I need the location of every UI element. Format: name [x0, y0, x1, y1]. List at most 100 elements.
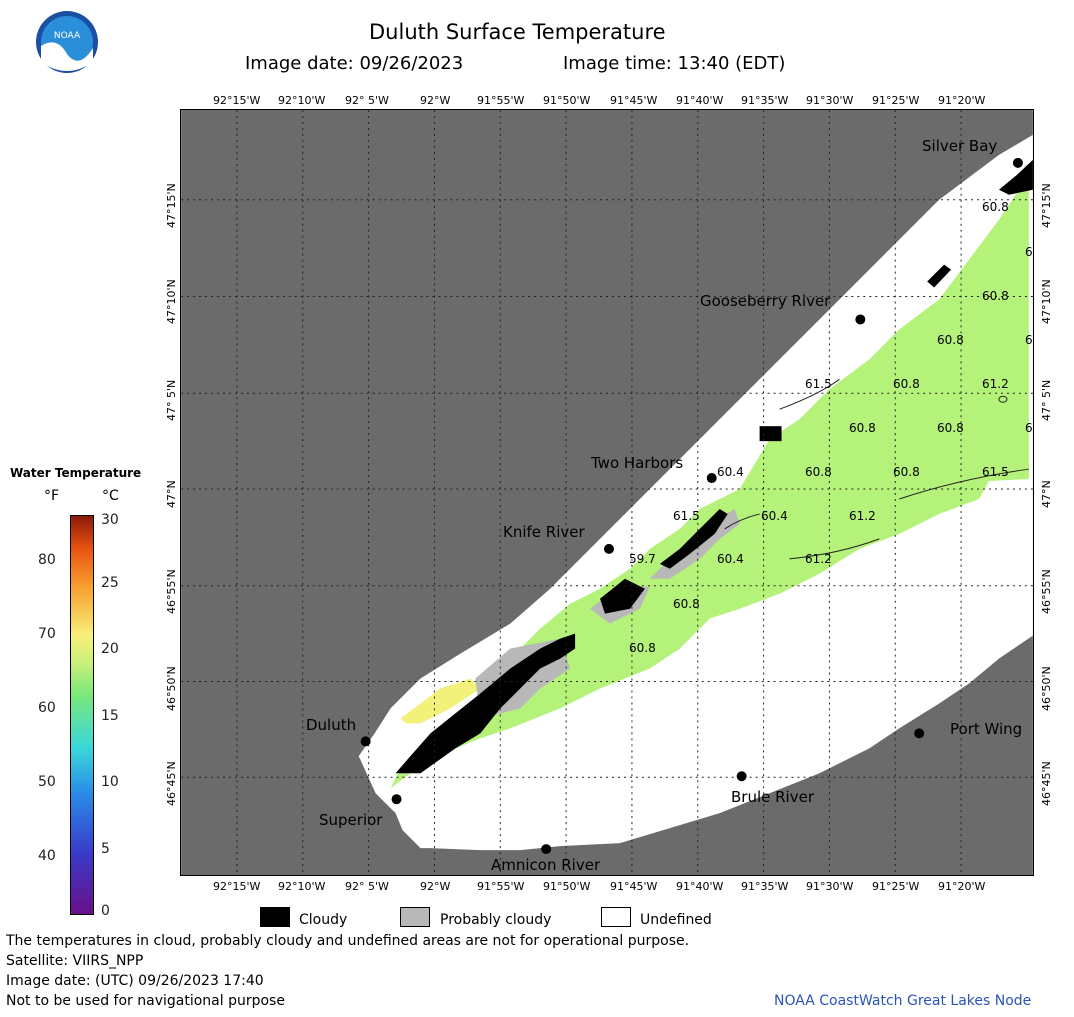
satellite-text: Satellite: VIIRS_NPP	[6, 953, 144, 969]
legend-c-tick: 10	[101, 774, 119, 790]
lat-label-right: 47° 5'N	[1040, 379, 1053, 421]
temp-value: 59.7	[629, 552, 656, 566]
temp-value: 61.5	[805, 377, 832, 391]
lon-label-top: 92°15'W	[213, 94, 261, 107]
utc-date-text: Image date: (UTC) 09/26/2023 17:40	[6, 973, 264, 989]
temp-value: 6	[1025, 245, 1033, 259]
place-dot-duluth	[360, 736, 371, 747]
lon-label-top: 91°40'W	[676, 94, 724, 107]
lon-label-bottom: 91°50'W	[543, 880, 591, 893]
temp-value: 61.5	[673, 509, 700, 523]
temp-value: 61.2	[805, 552, 832, 566]
legend-c-tick: 20	[101, 641, 119, 657]
legend-f-tick: 40	[38, 848, 56, 864]
place-dot-port-wing	[914, 728, 925, 739]
lon-label-top: 92°W	[420, 94, 451, 107]
legend-f-tick: 80	[38, 552, 56, 568]
undefined-swatch	[601, 907, 631, 927]
temp-value: 61.2	[982, 377, 1009, 391]
temp-value: 60.4	[717, 552, 744, 566]
place-label-knife-river: Knife River	[503, 523, 585, 541]
temp-value: 60.8	[893, 377, 920, 391]
lon-label-bottom: 91°55'W	[477, 880, 525, 893]
temperature-map	[180, 109, 1034, 876]
temp-value: 61.2	[849, 509, 876, 523]
undefined-label: Undefined	[640, 912, 712, 928]
noaa-logo-icon: NOAA	[36, 11, 98, 73]
probably-cloudy-label: Probably cloudy	[440, 912, 552, 928]
page-title: Duluth Surface Temperature	[369, 20, 666, 44]
legend-unit-f: °F	[44, 488, 60, 504]
lon-label-bottom: 91°35'W	[741, 880, 789, 893]
place-label-duluth: Duluth	[306, 716, 357, 734]
cloud-region	[998, 159, 1033, 195]
legend-c-tick: 25	[101, 575, 119, 591]
lat-label-left: 47°N	[165, 480, 178, 508]
cloud-region	[759, 426, 782, 442]
lat-label-right: 46°55'N	[1040, 569, 1053, 614]
temp-value: 60.4	[717, 465, 744, 479]
lon-label-top: 92°10'W	[278, 94, 326, 107]
legend-c-tick: 30	[101, 512, 119, 528]
lon-label-top: 91°25'W	[872, 94, 920, 107]
disclaimer-text: The temperatures in cloud, probably clou…	[6, 933, 690, 949]
temp-value: 6	[1025, 333, 1033, 347]
temp-value: 60.8	[673, 597, 700, 611]
place-label-amnicon-river: Amnicon River	[491, 856, 601, 874]
legend-f-tick: 50	[38, 774, 56, 790]
lat-label-right: 46°45'N	[1040, 761, 1053, 806]
temp-value: 60.8	[893, 465, 920, 479]
lat-label-left: 47°15'N	[165, 183, 178, 228]
lon-label-bottom: 91°25'W	[872, 880, 920, 893]
image-date-header: Image date: 09/26/2023	[245, 53, 464, 74]
lon-label-bottom: 91°30'W	[806, 880, 854, 893]
lon-label-top: 92° 5'W	[345, 94, 389, 107]
place-label-gooseberry-river: Gooseberry River	[700, 292, 831, 310]
warm-water-region	[390, 174, 1029, 789]
cloudy-swatch	[260, 907, 290, 927]
temp-value: 60.8	[849, 421, 876, 435]
legend-title: Water Temperature	[10, 466, 142, 480]
legend-f-tick: 70	[38, 626, 56, 642]
lat-label-right: 47°N	[1040, 480, 1053, 508]
cloud-region	[600, 578, 645, 614]
lon-label-bottom: 92° 5'W	[345, 880, 389, 893]
noaa-credit-link[interactable]: NOAA CoastWatch Great Lakes Node	[774, 993, 1032, 1009]
cloud-region	[927, 264, 952, 288]
cloud-region	[659, 508, 728, 569]
lon-label-bottom: 91°45'W	[610, 880, 658, 893]
place-label-brule-river: Brule River	[731, 788, 814, 806]
temp-value: 60.8	[982, 289, 1009, 303]
place-dot-two-harbors	[706, 473, 717, 484]
legend-c-tick: 0	[101, 903, 110, 919]
legend-c-tick: 15	[101, 708, 119, 724]
place-label-silver-bay: Silver Bay	[922, 137, 998, 155]
cloud-region	[395, 633, 576, 774]
legend-f-tick: 60	[38, 700, 56, 716]
place-dot-knife-river	[604, 543, 614, 554]
lon-label-top: 91°45'W	[610, 94, 658, 107]
lon-label-top: 91°30'W	[806, 94, 854, 107]
probably-cloudy-swatch	[400, 907, 430, 927]
temp-value: 6	[1025, 421, 1033, 435]
warm-coastal-strip	[400, 678, 481, 724]
place-label-two-harbors: Two Harbors	[591, 454, 684, 472]
lon-label-bottom: 91°40'W	[676, 880, 724, 893]
temp-value: 60.8	[982, 200, 1009, 214]
lat-label-left: 47° 5'N	[165, 379, 178, 421]
place-dot-amnicon-river	[541, 844, 552, 855]
svg-text:NOAA: NOAA	[54, 31, 81, 41]
temp-value: 60.8	[629, 641, 656, 655]
lon-label-top: 91°50'W	[543, 94, 591, 107]
lat-label-right: 46°50'N	[1040, 666, 1053, 711]
place-dot-silver-bay	[1012, 157, 1023, 168]
lon-label-top: 91°35'W	[741, 94, 789, 107]
lon-label-top: 91°55'W	[477, 94, 525, 107]
lon-label-bottom: 92°15'W	[213, 880, 261, 893]
cloudy-label: Cloudy	[299, 912, 348, 928]
lon-label-bottom: 91°20'W	[938, 880, 986, 893]
navigation-disclaimer: Not to be used for navigational purpose	[6, 993, 285, 1009]
place-dot-brule-river	[736, 771, 747, 782]
place-label-port-wing: Port Wing	[950, 720, 1023, 738]
temp-value: 61.5	[982, 465, 1009, 479]
